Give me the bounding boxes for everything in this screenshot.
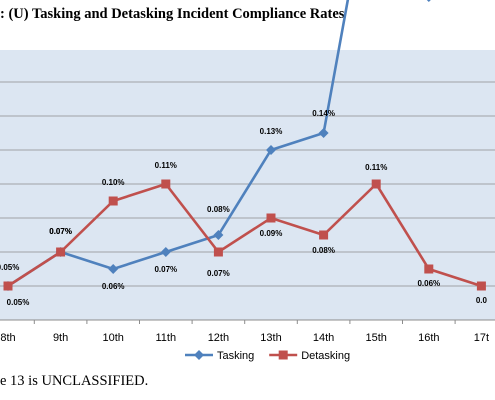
detasking-point <box>3 281 13 291</box>
x-tick-label: 16th <box>418 332 439 344</box>
tasking-legend-label: Tasking <box>217 350 254 362</box>
x-tick-label: 13th <box>260 332 281 344</box>
detasking-data-label: 0.09% <box>260 229 283 238</box>
detasking-data-label: 0.06% <box>417 279 440 288</box>
detasking-data-label: 0.0 <box>476 296 488 305</box>
x-tick-label: 11th <box>156 332 177 344</box>
tasking-data-label: 0.07% <box>154 265 177 274</box>
x-tick-label: 14th <box>313 332 334 344</box>
chart-title: : (U) Tasking and Detasking Incident Com… <box>0 6 345 22</box>
tasking-data-label: 0.13% <box>260 127 283 136</box>
tasking-data-label: 0.14% <box>312 109 335 118</box>
tasking-line <box>7 0 430 288</box>
detasking-data-label: 0.10% <box>102 178 125 187</box>
detasking-point <box>319 230 329 240</box>
legend: Tasking Detasking <box>185 350 350 362</box>
detasking-point <box>424 264 434 274</box>
detasking-point <box>56 247 66 257</box>
gridlines <box>0 81 495 287</box>
x-tick-label: 17t <box>474 332 489 344</box>
detasking-data-label: 0.08% <box>312 246 335 255</box>
detasking-line <box>7 181 482 288</box>
detasking-point <box>213 247 223 257</box>
classification-footnote: e 13 is UNCLASSIFIED. <box>0 373 149 389</box>
detasking-data-label: 0.05% <box>7 298 30 307</box>
tasking-point <box>160 247 171 257</box>
x-tick-label: 15th <box>365 332 386 344</box>
data-labels: 0.07%0.06%0.07%0.08%0.13%0.14%0.31%0.22%… <box>0 109 488 307</box>
tasking-point <box>266 145 276 155</box>
tasking-point <box>318 128 329 138</box>
detasking-data-label: 0.05% <box>0 263 19 272</box>
detasking-point <box>161 179 171 189</box>
tasking-data-label: 0.07% <box>49 227 72 236</box>
x-tick-label: 8th <box>0 332 15 344</box>
detasking-data-label: 0.07% <box>207 269 230 278</box>
series-layer <box>3 0 486 291</box>
plot-area <box>0 50 495 320</box>
detasking-point <box>108 196 118 206</box>
detasking-data-label: 0.11% <box>155 161 177 170</box>
detasking-point <box>476 281 486 291</box>
detasking-legend-marker <box>278 350 288 360</box>
x-tick-label: 10th <box>102 332 123 344</box>
detasking-legend-label: Detasking <box>301 350 350 362</box>
detasking-data-label: 0.11% <box>365 163 387 172</box>
detasking-point <box>266 213 276 223</box>
detasking-point <box>371 179 381 189</box>
x-tick-label: 12th <box>208 332 229 344</box>
tasking-data-label: 0.06% <box>102 282 125 291</box>
tasking-data-label: 0.08% <box>207 205 230 214</box>
detasking-data-label: 0.07% <box>49 227 72 236</box>
x-tick-label: 9th <box>53 332 68 344</box>
x-axis: 8th 9th 10th 11th 12th 13th 14th 15th 16th 17t <box>0 319 495 344</box>
tasking-point <box>108 264 119 274</box>
tasking-point <box>426 0 431 2</box>
tasking-legend-marker <box>194 350 204 360</box>
tasking-point <box>213 230 224 240</box>
